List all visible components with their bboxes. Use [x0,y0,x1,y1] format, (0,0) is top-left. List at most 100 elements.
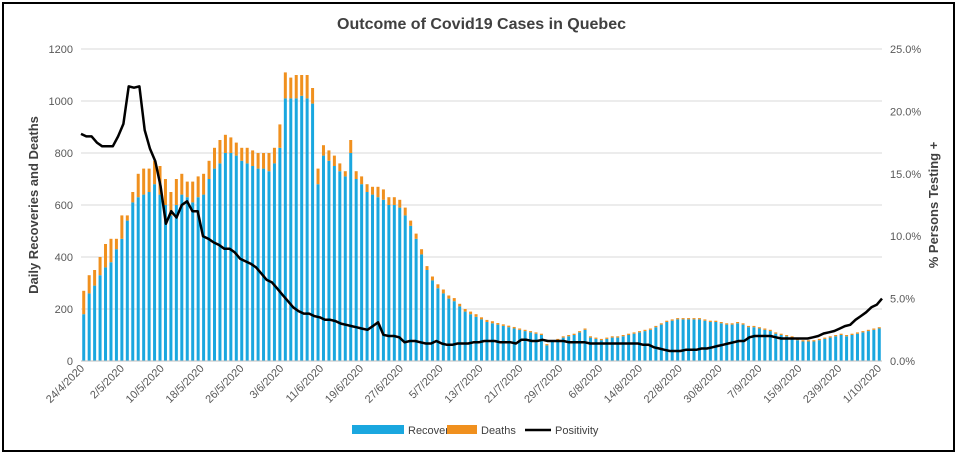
recoveries-bar [174,205,178,361]
recoveries-bar [153,184,157,361]
recoveries-bar [632,333,636,361]
deaths-bar [262,153,266,169]
deaths-bar [316,168,320,185]
recoveries-bar [741,324,745,361]
deaths-bar [458,303,462,307]
recoveries-bar [180,194,184,361]
deaths-bar [136,173,140,198]
recoveries-bar [545,345,549,361]
x-tick-label: 3/6/2020 [248,363,287,402]
deaths-bar [676,318,680,320]
y2-tick-label: 15.0% [890,169,921,181]
recoveries-bar [365,192,369,361]
recoveries-bar [812,341,816,361]
recoveries-bar [142,194,146,361]
recoveries-bar [229,153,233,361]
x-tick-label: 29/7/2020 [522,363,565,406]
deaths-bar [725,323,729,325]
recoveries-bar [480,319,483,361]
deaths-bar [305,75,309,99]
deaths-bar [801,340,805,342]
recoveries-bar [452,301,456,361]
recoveries-bar [223,153,227,361]
deaths-bar [616,336,620,338]
recoveries-bar [697,319,701,361]
recoveries-bar [817,340,821,361]
deaths-bar [174,179,178,205]
recoveries-bar [610,337,614,361]
recoveries-bar [436,288,440,361]
recoveries-bar [125,220,129,361]
recoveries-bar [567,336,571,361]
recoveries-bar [267,171,271,361]
y-tick-label: 1200 [49,44,73,56]
recoveries-bar [779,335,783,361]
x-tick-label: 22/8/2020 [642,363,685,406]
y2-tick-label: 0.0% [890,356,915,368]
deaths-bar [251,150,255,166]
x-tick-label: 1/10/2020 [841,363,884,406]
recoveries-bar [681,319,685,361]
recoveries-bar [790,337,794,361]
recoveries-bar [801,341,805,361]
recoveries-bar [556,340,560,361]
deaths-bar [763,328,767,330]
deaths-bar [877,327,881,329]
recoveries-bar [262,168,266,361]
y-tick-label: 1000 [49,96,73,108]
recoveries-bar [147,192,151,361]
deaths-bar [436,284,440,289]
deaths-bar [354,171,358,179]
recoveries-bar [594,338,598,361]
recoveries-bar [278,147,282,361]
deaths-bar [757,327,761,329]
deaths-bar [392,197,396,205]
deaths-bar [452,298,456,302]
recoveries-bar [409,225,413,361]
deaths-bar [817,338,821,341]
deaths-bar [828,336,832,338]
deaths-bar [376,186,380,198]
x-tick-label: 30/8/2020 [682,363,725,406]
deaths-bar [147,168,151,192]
deaths-bar [300,75,304,96]
deaths-bar [343,171,347,177]
deaths-bar [834,335,838,337]
deaths-bar [539,333,543,335]
deaths-bar [736,322,740,324]
deaths-bar [196,176,200,198]
deaths-bar [430,276,434,281]
deaths-bar [632,332,636,334]
recoveries-bar [670,320,674,361]
recoveries-bar [447,298,451,361]
deaths-bar [142,168,146,195]
deaths-bar [768,329,772,332]
deaths-bar [463,309,467,312]
recoveries-bar [420,254,424,361]
deaths-bar [485,319,489,322]
recoveries-bar [523,331,527,361]
recoveries-bar [692,319,696,361]
recoveries-bar [136,197,140,361]
recoveries-bar [621,336,625,361]
y-tick-label: 200 [55,304,73,316]
deaths-bar [332,155,336,166]
deaths-bar [474,314,478,317]
chart-title: Outcome of Covid19 Cases in Quebec [337,16,626,33]
deaths-bar [648,328,652,330]
recoveries-bar [349,153,353,361]
recoveries-bar [768,331,772,361]
deaths-bar [425,266,429,270]
recoveries-bar [371,194,375,361]
recoveries-bar [474,316,478,361]
recoveries-bar [539,335,543,361]
deaths-bar [131,192,135,203]
x-tick-label: 27/6/2020 [363,363,406,406]
recoveries-bar [414,238,418,361]
recoveries-bar [676,319,680,361]
deaths-bar [747,325,750,328]
recoveries-bar [163,205,167,361]
recoveries-bar [861,332,865,361]
deaths-bar [447,295,451,299]
recoveries-bar [158,194,162,361]
